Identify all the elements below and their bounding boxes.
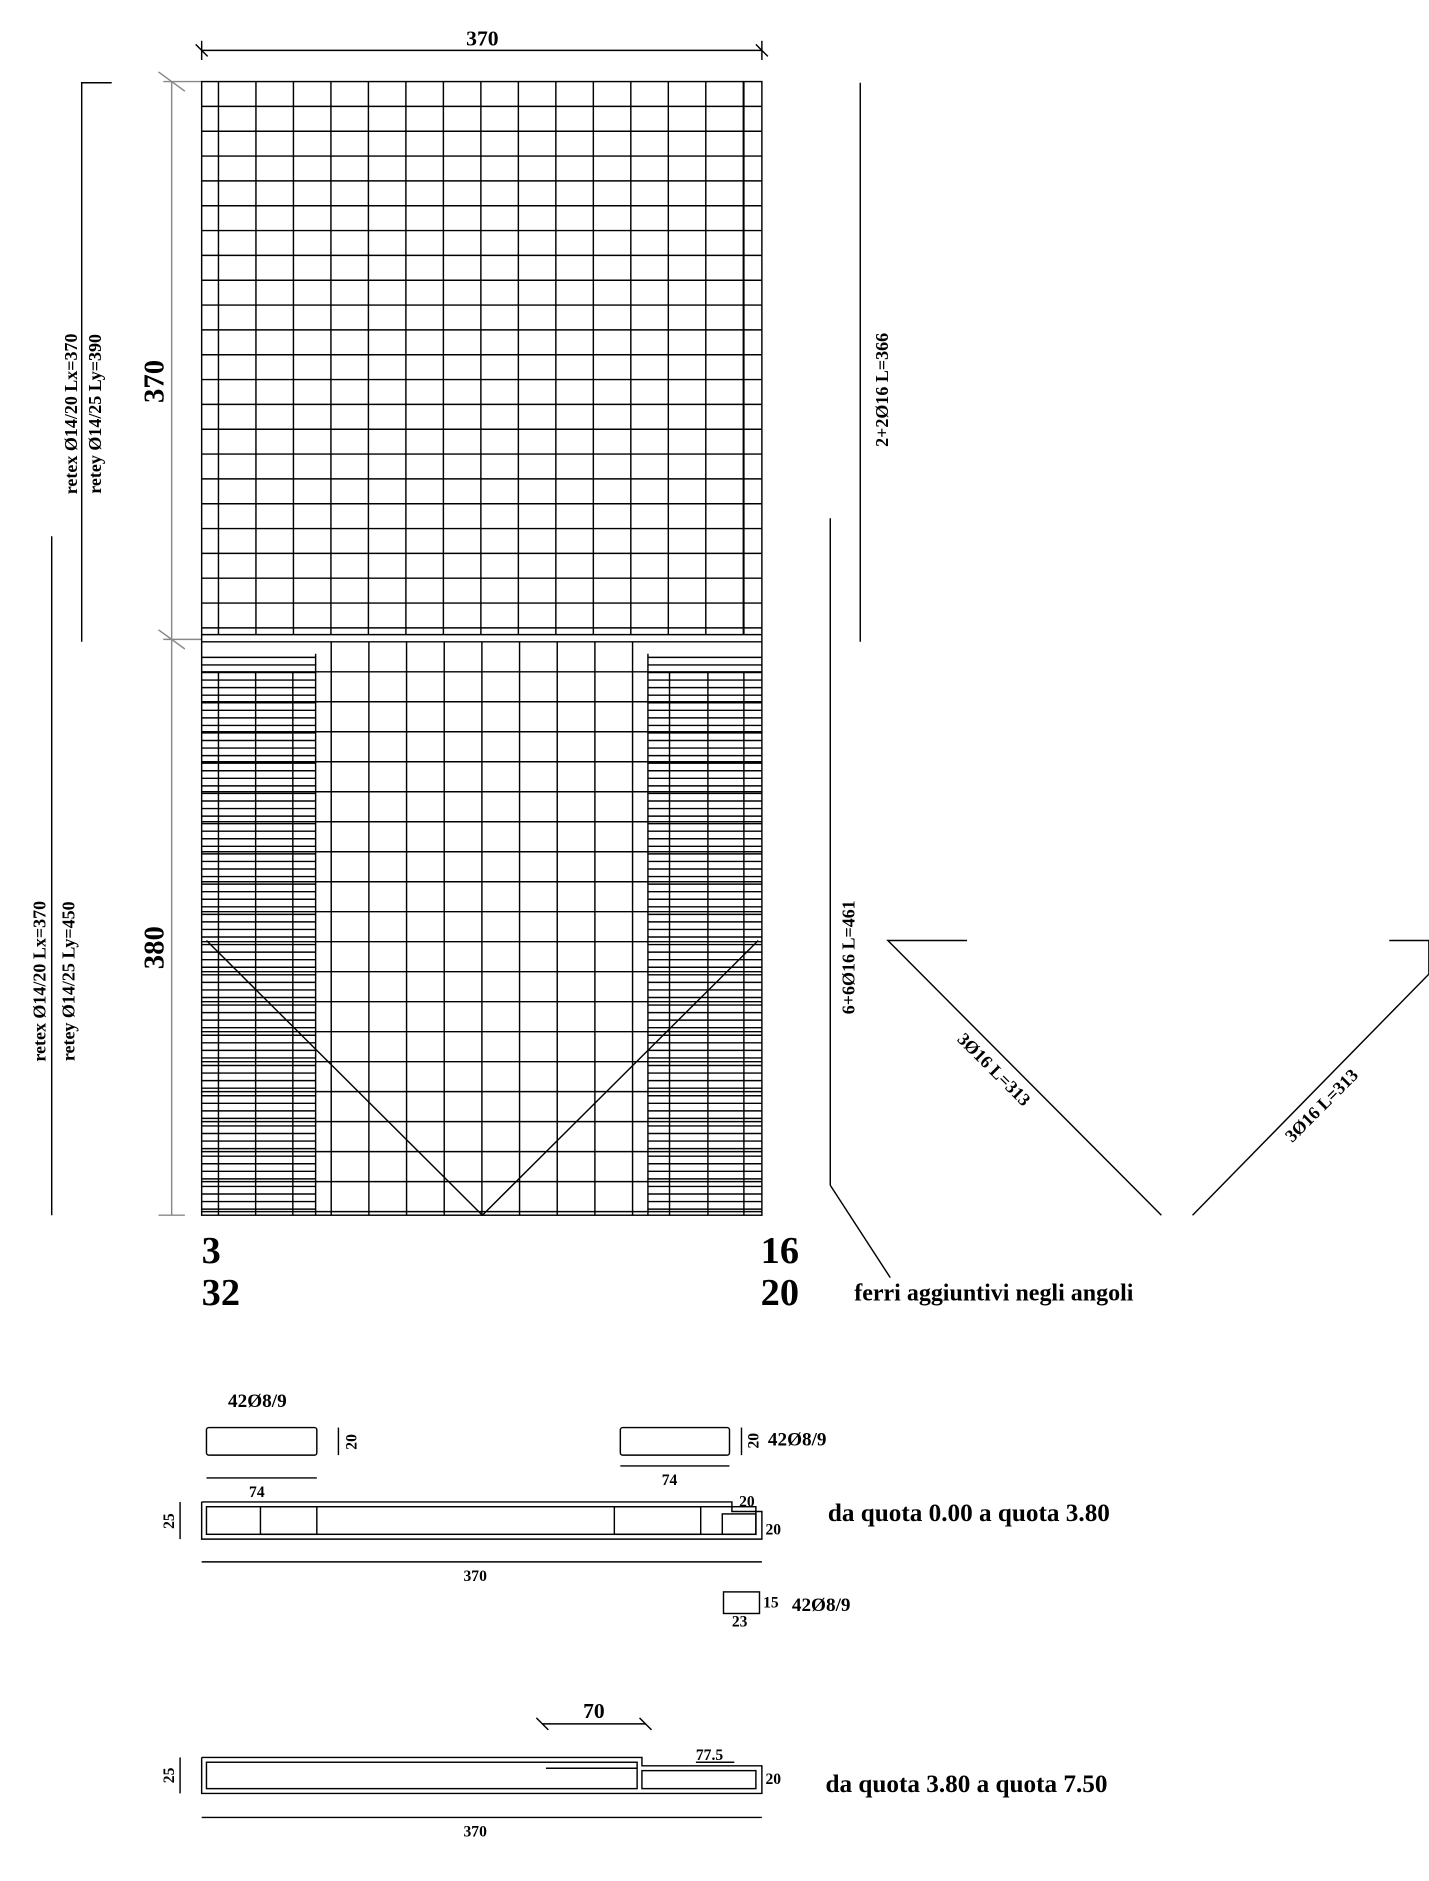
dim-label: 20 bbox=[765, 1521, 781, 1538]
dim-tick bbox=[639, 1717, 653, 1731]
dim-label: 20 bbox=[745, 1433, 762, 1449]
bar-label: 6+6Ø16 L=461 bbox=[838, 900, 858, 1014]
leader bbox=[829, 1184, 891, 1278]
tie-label: 42Ø8/9 bbox=[792, 1595, 851, 1616]
dim-label: 20 bbox=[739, 1494, 755, 1511]
section-title: da quota 0.00 a quota 3.80 bbox=[828, 1500, 1110, 1527]
section-outline bbox=[200, 1501, 763, 1540]
rebar bbox=[613, 1505, 702, 1536]
mesh-label: retex Ø14/20 Lx=370 bbox=[61, 333, 81, 494]
bar-label: 2+2Ø16 L=366 bbox=[872, 333, 892, 447]
dim-tick bbox=[535, 1717, 549, 1731]
dim-label: 23 bbox=[732, 1614, 748, 1631]
dim-label: 25 bbox=[161, 1767, 178, 1783]
stirrup bbox=[619, 1426, 731, 1456]
stirrup-label: 42Ø8/9 bbox=[228, 1391, 287, 1412]
mark-label: 16 bbox=[761, 1230, 799, 1272]
note: ferri aggiuntivi negli angoli bbox=[854, 1280, 1133, 1306]
bar-label: 3Ø16 L=313 bbox=[1281, 1065, 1362, 1146]
rebar bbox=[641, 1769, 757, 1790]
dim-label: 370 bbox=[463, 1568, 487, 1585]
dim-label: 25 bbox=[161, 1513, 178, 1529]
wall-mesh bbox=[200, 80, 763, 1217]
rebar bbox=[205, 1505, 757, 1536]
dim-label: 74 bbox=[249, 1484, 265, 1501]
section-outline bbox=[200, 1756, 763, 1795]
mesh-label: retey Ø14/25 Ly=390 bbox=[85, 334, 105, 494]
diagonal-bars bbox=[205, 939, 759, 1217]
dim-label: 74 bbox=[662, 1472, 678, 1489]
mark-label: 20 bbox=[761, 1272, 799, 1314]
dim-label: 70 bbox=[583, 1699, 605, 1723]
stirrup-label: 42Ø8/9 bbox=[768, 1430, 827, 1451]
mesh-label: retey Ø14/25 Ly=450 bbox=[59, 901, 79, 1061]
corner-bar bbox=[1192, 939, 1429, 1216]
rebar bbox=[259, 1505, 318, 1536]
section-title: da quota 3.80 a quota 7.50 bbox=[825, 1771, 1107, 1798]
dim-label: 370 bbox=[138, 360, 170, 403]
corner-bar bbox=[886, 939, 1162, 1216]
mesh-label: retex Ø14/20 Lx=370 bbox=[30, 901, 50, 1062]
dim-label: 15 bbox=[763, 1594, 779, 1611]
leader bbox=[80, 82, 112, 642]
mark-label: 3 bbox=[202, 1230, 221, 1272]
tie bbox=[722, 1591, 761, 1615]
rebar bbox=[721, 1513, 757, 1536]
mark-label: 32 bbox=[202, 1272, 240, 1314]
dim-label: 20 bbox=[765, 1771, 781, 1788]
bar-label: 3Ø16 L=313 bbox=[954, 1029, 1035, 1110]
dim-label: 20 bbox=[343, 1434, 360, 1450]
dim-label: 77.5 bbox=[696, 1747, 723, 1764]
dim-label: 370 bbox=[466, 27, 498, 51]
stirrup bbox=[205, 1426, 318, 1456]
dim-label: 370 bbox=[463, 1824, 487, 1841]
dim-label: 380 bbox=[138, 926, 170, 969]
rebar bbox=[205, 1761, 638, 1790]
